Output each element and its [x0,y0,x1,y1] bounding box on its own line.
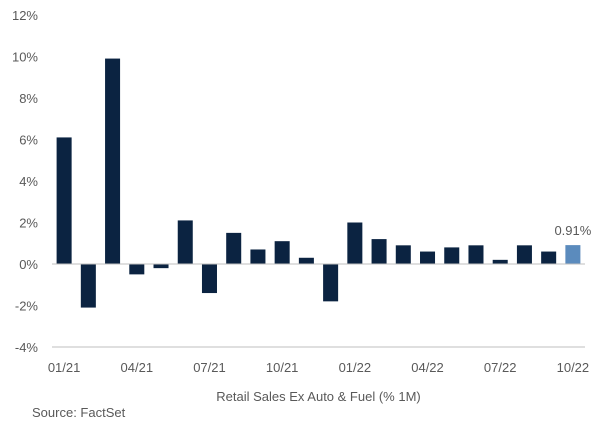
bar-09-21 [250,249,266,264]
bar-07-22 [492,259,508,264]
y-axis: -4% -2% 0% 2% 4% 6% 8% 10% 12% [12,8,38,355]
bar-02-22 [371,239,387,264]
x-tick-label: 10/21 [266,360,299,375]
bar-03-21 [105,58,121,265]
bar-02-21 [80,264,96,308]
bar-11-21 [298,257,314,264]
y-tick-label: -2% [15,299,39,314]
source-note: Source: FactSet [32,405,126,420]
x-tick-label: 01/21 [48,360,81,375]
y-tick-label: 2% [19,216,38,231]
y-tick-label: -4% [15,340,39,355]
bar-10-22 [565,245,581,264]
bars [56,58,581,308]
y-tick-label: 8% [19,91,38,106]
last-value-annotation: 0.91% [554,223,591,238]
x-tick-label: 04/22 [411,360,444,375]
y-tick-label: 0% [19,257,38,272]
x-tick-label: 07/22 [484,360,517,375]
x-axis-title: Retail Sales Ex Auto & Fuel (% 1M) [216,389,420,404]
y-tick-label: 6% [19,133,38,148]
x-tick-label: 01/22 [339,360,372,375]
bar-05-22 [444,247,460,264]
bar-08-22 [516,245,532,264]
bar-06-21 [177,220,193,264]
x-tick-label: 04/21 [121,360,154,375]
bar-05-21 [153,264,169,269]
bar-01-22 [347,222,363,264]
y-tick-label: 4% [19,174,38,189]
bar-10-21 [274,241,290,264]
x-axis: 01/21 04/21 07/21 10/21 01/22 04/22 07/22 10/22 [48,346,590,375]
bar-09-22 [541,251,557,264]
bar-04-22 [420,251,436,264]
bar-04-21 [129,264,145,275]
x-tick-label: 07/21 [193,360,226,375]
y-tick-label: 12% [12,8,38,23]
bar-06-22 [468,245,484,264]
bar-03-22 [395,245,411,264]
y-tick-label: 10% [12,50,38,65]
bar-01-21 [56,137,72,264]
x-tick-label: 10/22 [557,360,590,375]
bar-12-21 [323,264,339,302]
bar-08-21 [226,232,242,264]
bar-07-21 [201,264,217,294]
